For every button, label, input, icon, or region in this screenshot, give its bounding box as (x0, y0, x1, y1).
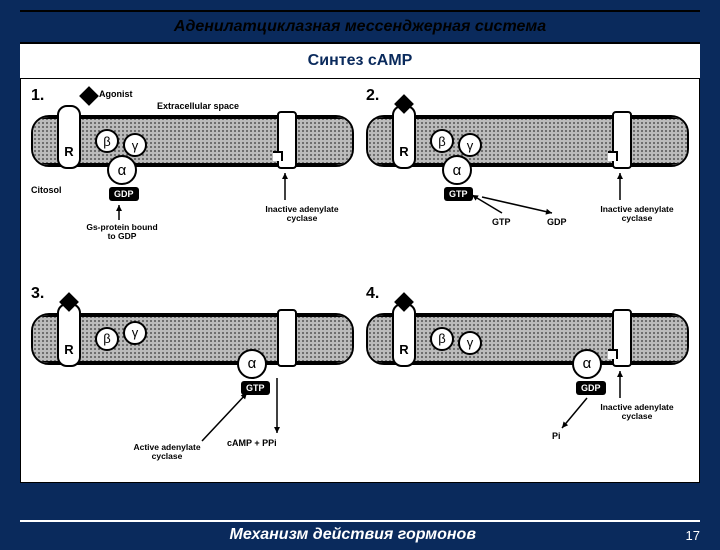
arrow-icon (196, 387, 253, 447)
extracellular-label: Extracellular space (157, 101, 239, 111)
gamma-subunit: γ (458, 331, 482, 355)
beta-subunit: β (430, 129, 454, 153)
arrow-icon (614, 167, 626, 206)
panel-number: 4. (366, 285, 379, 303)
beta-subunit: β (95, 129, 119, 153)
adenylate-cyclase (277, 111, 297, 169)
arrow-icon (556, 392, 593, 434)
agonist-label: Agonist (99, 89, 133, 99)
alpha-subunit: α (572, 349, 602, 379)
panel-4: 4.RβγαGDPInactive adenylatecyclasePi (362, 283, 693, 477)
nucleotide-label: GTP (241, 381, 270, 395)
panel-3: 3.RβγαGTPActive adenylatecyclaseATPcAMP … (27, 283, 358, 477)
adenylate-cyclase (612, 111, 632, 169)
slide-title: Аденилатциклазная мессенджерная система (0, 12, 720, 42)
receptor: R (57, 303, 81, 367)
panel-number: 2. (366, 87, 379, 105)
footer: Механизм действия гормонов 17 (0, 520, 720, 550)
panel-1: 1. R Agonist Extracellular space Citosol βγαG… (27, 85, 358, 279)
alpha-subunit: α (442, 155, 472, 185)
panel-number: 1. (31, 87, 44, 105)
arrow-icon (271, 372, 283, 439)
receptor: R (57, 105, 81, 169)
inactive-cyclase-label: Inactive adenylatecyclase (587, 205, 687, 224)
footer-rule (20, 520, 700, 522)
slide-subtitle: Синтез cAMP (20, 44, 700, 78)
alpha-subunit: α (237, 349, 267, 379)
nucleotide-label: GDP (109, 187, 139, 201)
alpha-subunit: α (107, 155, 137, 185)
adenylate-cyclase (277, 309, 297, 367)
adenylate-cyclase (612, 309, 632, 367)
arrow-icon (476, 191, 558, 219)
gamma-subunit: γ (123, 133, 147, 157)
footer-title: Механизм действия гормонов (20, 526, 686, 544)
inactive-cyclase-label: Inactive adenylatecyclase (252, 205, 352, 224)
receptor: R (392, 105, 416, 169)
panel-2: 2.RβγαGTPInactive adenylatecyclaseGTPGDP (362, 85, 693, 279)
beta-subunit: β (430, 327, 454, 351)
agonist-icon (79, 86, 99, 106)
receptor: R (392, 303, 416, 367)
arrow-icon (113, 199, 125, 226)
nucleotide-label: GTP (444, 187, 473, 201)
gamma-subunit: γ (458, 133, 482, 157)
arrow-icon (279, 167, 291, 206)
diagram-grid: 1.RAgonistExtracellular spaceCitosolβγαG… (20, 78, 700, 483)
page-number: 17 (686, 528, 700, 543)
panel-number: 3. (31, 285, 44, 303)
citosol-label: Citosol (31, 185, 62, 195)
gamma-subunit: γ (123, 321, 147, 345)
nucleotide-label: GDP (576, 381, 606, 395)
beta-subunit: β (95, 327, 119, 351)
arrow-icon (614, 365, 626, 404)
inactive-cyclase-label: Inactive adenylatecyclase (587, 403, 687, 422)
